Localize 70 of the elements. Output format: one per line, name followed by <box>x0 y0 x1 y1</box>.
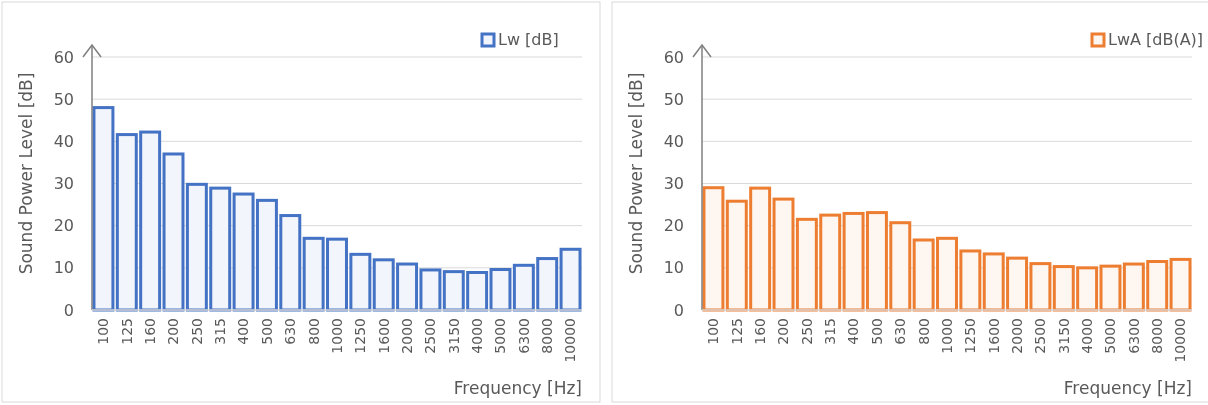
bar <box>1099 264 1122 312</box>
x-tick-label: 800 <box>305 318 322 345</box>
x-tick-label: 200 <box>165 318 182 345</box>
bar <box>702 186 725 312</box>
y-tick-label: 40 <box>53 131 74 151</box>
x-tick-label: 630 <box>282 318 299 345</box>
y-axis-title: Sound Power Level [dB] <box>626 72 646 275</box>
x-tick-label: 8000 <box>539 318 556 354</box>
x-tick-label: 1000 <box>328 318 345 354</box>
x-tick-label: 500 <box>258 318 275 345</box>
y-tick-label: 40 <box>663 131 684 151</box>
x-tick-label: 6300 <box>515 318 532 354</box>
bar <box>92 106 115 312</box>
y-tick-label: 20 <box>663 216 684 236</box>
x-tick-label: 10000 <box>562 318 579 363</box>
legend-label: Lw [dB] <box>498 30 559 49</box>
y-axis-title: Sound Power Level [dB] <box>16 72 36 275</box>
x-tick-label: 2000 <box>1008 318 1025 354</box>
x-tick-label: 8000 <box>1149 318 1166 354</box>
y-tick-label: 10 <box>53 258 74 278</box>
x-tick-label: 315 <box>212 318 229 345</box>
x-tick-label: 10000 <box>1172 318 1189 363</box>
x-tick-label: 250 <box>188 318 205 345</box>
y-tick-label: 20 <box>53 216 74 236</box>
y-tick-label: 30 <box>53 174 74 194</box>
y-tick-label: 50 <box>663 89 684 109</box>
x-tick-label: 2500 <box>1032 318 1049 354</box>
x-tick-label: 200 <box>775 318 792 345</box>
y-tick-label: 50 <box>53 89 74 109</box>
x-tick-label: 1600 <box>985 318 1002 354</box>
x-tick-label: 1250 <box>352 318 369 354</box>
x-tick-label: 3150 <box>445 318 462 354</box>
x-tick-label: 4000 <box>1079 318 1096 354</box>
bar <box>559 247 582 312</box>
legend-label: LwA [dB(A)] <box>1108 30 1204 49</box>
x-tick-label: 2500 <box>422 318 439 354</box>
x-tick-label: 160 <box>142 318 159 345</box>
x-tick-label: 5000 <box>1102 318 1119 354</box>
x-tick-label: 6300 <box>1125 318 1142 354</box>
x-tick-label: 400 <box>845 318 862 345</box>
x-axis-title: Frequency [Hz] <box>453 378 582 398</box>
y-tick-label: 30 <box>663 174 684 194</box>
y-tick-label: 60 <box>53 47 74 67</box>
x-tick-label: 1000 <box>938 318 955 354</box>
x-tick-label: 100 <box>95 318 112 345</box>
bar <box>489 268 512 312</box>
y-tick-label: 10 <box>663 258 684 278</box>
x-tick-label: 315 <box>822 318 839 345</box>
x-tick-label: 500 <box>868 318 885 345</box>
bar <box>772 197 795 312</box>
x-tick-label: 125 <box>118 318 135 345</box>
x-tick-label: 400 <box>235 318 252 345</box>
x-tick-label: 5000 <box>492 318 509 354</box>
y-tick-label: 60 <box>663 47 684 67</box>
x-tick-label: 630 <box>892 318 909 345</box>
y-tick-label: 0 <box>673 300 684 320</box>
x-tick-label: 4000 <box>469 318 486 354</box>
x-axis-title: Frequency [Hz] <box>1063 378 1192 398</box>
y-tick-label: 0 <box>63 300 74 320</box>
x-tick-label: 1600 <box>375 318 392 354</box>
x-tick-label: 800 <box>915 318 932 345</box>
x-tick-label: 250 <box>798 318 815 345</box>
x-tick-label: 2000 <box>398 318 415 354</box>
bar <box>1169 257 1192 312</box>
x-tick-label: 160 <box>752 318 769 345</box>
x-tick-label: 3150 <box>1055 318 1072 354</box>
bar <box>162 152 185 312</box>
x-tick-label: 100 <box>705 318 722 345</box>
x-tick-label: 125 <box>728 318 745 345</box>
x-tick-label: 1250 <box>962 318 979 354</box>
